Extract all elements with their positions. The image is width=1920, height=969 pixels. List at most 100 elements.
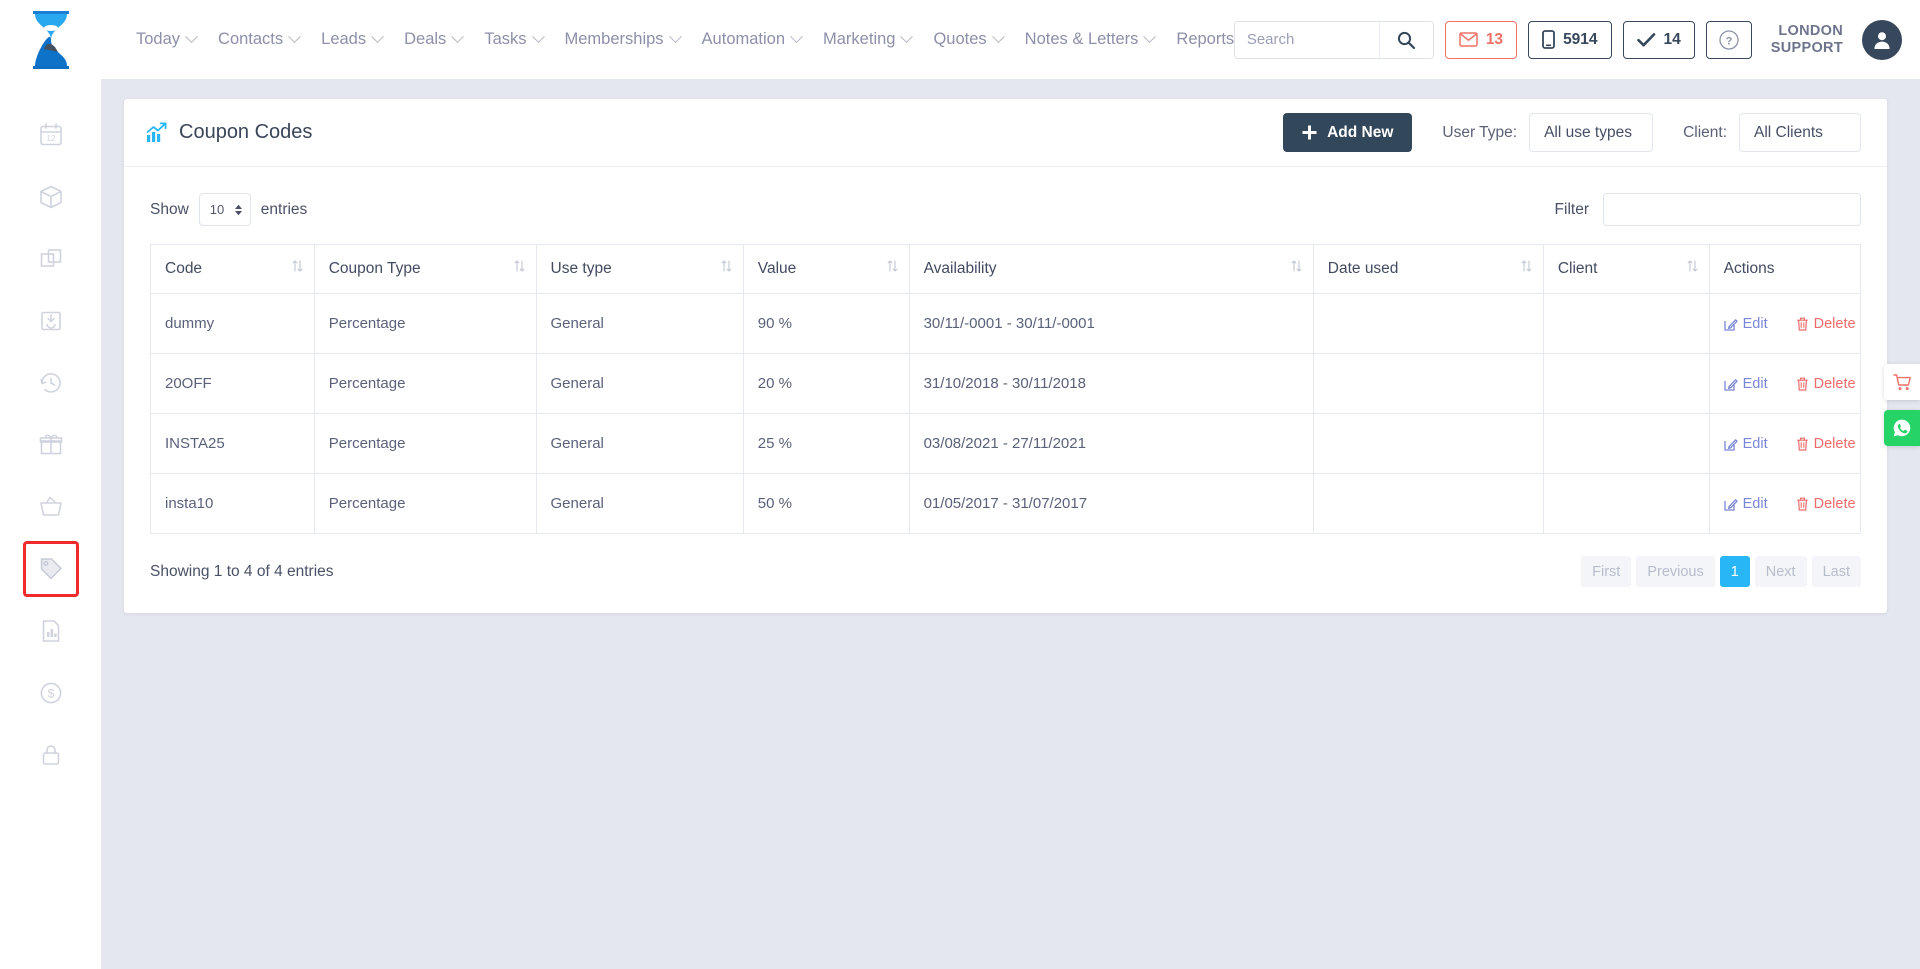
pagination: First Previous 1 Next Last — [1581, 556, 1861, 587]
box-icon — [39, 185, 62, 209]
sidebar-item-basket[interactable] — [23, 479, 79, 535]
column-header-value[interactable]: Value — [742, 244, 910, 294]
table-row: insta10 Percentage General 50 % 01/05/20… — [150, 473, 1862, 534]
stepper-arrows-icon — [234, 204, 243, 216]
nav-item-reports[interactable]: Reports — [1165, 24, 1261, 55]
cell-actions: Edit Delete — [1708, 473, 1862, 534]
chevron-down-icon — [371, 30, 384, 44]
nav-item-memberships[interactable]: Memberships — [554, 24, 691, 55]
chevron-down-icon — [288, 30, 302, 44]
client-select[interactable]: All Clients — [1739, 113, 1861, 152]
help-button[interactable]: ? — [1705, 20, 1752, 59]
delete-button[interactable]: Delete — [1796, 316, 1856, 332]
column-header-availability[interactable]: Availability — [908, 244, 1314, 294]
sidebar-item-gifts[interactable] — [23, 417, 79, 473]
trash-icon — [1796, 317, 1808, 331]
nav-item-contacts[interactable]: Contacts — [207, 24, 310, 55]
edit-button[interactable]: Edit — [1723, 496, 1768, 512]
pagination-previous[interactable]: Previous — [1636, 556, 1715, 587]
table-footer: Showing 1 to 4 of 4 entries First Previo… — [124, 534, 1887, 587]
column-header-date-used[interactable]: Date used — [1312, 244, 1544, 294]
basket-icon — [39, 496, 62, 516]
sort-icon — [1521, 260, 1532, 278]
cell-actions: Edit Delete — [1708, 353, 1862, 414]
pagination-first[interactable]: First — [1581, 556, 1632, 587]
user-type-select[interactable]: All use types — [1529, 113, 1654, 152]
svg-text:$: $ — [47, 687, 54, 701]
entries-per-page-select[interactable]: 10 — [198, 193, 251, 226]
delete-label: Delete — [1813, 315, 1856, 332]
pagination-last[interactable]: Last — [1811, 556, 1861, 587]
svg-text:12: 12 — [46, 134, 55, 143]
sidebar-item-calendar[interactable]: 12 — [23, 107, 79, 163]
nav-label: Quotes — [933, 30, 987, 48]
pagination-page-1[interactable]: 1 — [1719, 556, 1750, 587]
nav-item-deals[interactable]: Deals — [393, 24, 473, 55]
cell-coupon-type: Percentage — [313, 413, 537, 474]
whatsapp-widget-button[interactable] — [1884, 410, 1920, 446]
main-menu: Today Contacts Leads Deals Tasks Members… — [125, 24, 1318, 55]
column-header-use-type[interactable]: Use type — [535, 244, 744, 294]
search-button[interactable] — [1378, 21, 1433, 58]
cart-icon — [1892, 373, 1911, 390]
cell-use-type: General — [535, 413, 744, 474]
clock-history-icon — [39, 373, 61, 393]
edit-button[interactable]: Edit — [1723, 436, 1768, 452]
cell-value: 20 % — [742, 353, 910, 414]
trash-icon — [1796, 377, 1808, 391]
column-header-coupon-type[interactable]: Coupon Type — [313, 244, 537, 294]
nav-label: Tasks — [484, 30, 527, 48]
coupon-tag-icon — [40, 558, 62, 580]
chevron-down-icon — [1143, 30, 1157, 44]
check-icon — [1636, 32, 1655, 46]
nav-item-quotes[interactable]: Quotes — [922, 24, 1013, 55]
app-logo[interactable] — [0, 0, 101, 79]
nav-item-tasks[interactable]: Tasks — [473, 24, 553, 55]
edit-button[interactable]: Edit — [1723, 376, 1768, 392]
filter-input[interactable] — [1603, 193, 1861, 226]
sidebar-item-orders[interactable] — [23, 293, 79, 349]
cart-widget-button[interactable] — [1884, 364, 1920, 400]
table-header-row: Code Coupon Type — [150, 244, 1862, 294]
sidebar-item-reports[interactable] — [23, 603, 79, 659]
hourglass-logo-icon — [32, 10, 69, 69]
delete-button[interactable]: Delete — [1796, 496, 1856, 512]
cell-value: 90 % — [742, 293, 910, 354]
search-input[interactable] — [1234, 21, 1379, 58]
user-name-block[interactable]: LONDON SUPPORT — [1771, 23, 1843, 57]
delete-button[interactable]: Delete — [1796, 376, 1856, 392]
filter-group: Filter — [1555, 193, 1861, 226]
chevron-down-icon — [531, 30, 545, 44]
sidebar-item-history[interactable] — [23, 355, 79, 411]
main-content-area: Coupon Codes Add New User Type: All use … — [101, 79, 1920, 969]
sidebar-item-security[interactable] — [23, 727, 79, 783]
table-area: Code Coupon Type — [124, 226, 1887, 534]
add-new-button[interactable]: Add New — [1283, 113, 1413, 152]
delete-button[interactable]: Delete — [1796, 436, 1856, 452]
pagination-next[interactable]: Next — [1754, 556, 1807, 587]
nav-item-marketing[interactable]: Marketing — [812, 24, 922, 55]
nav-item-today[interactable]: Today — [125, 24, 207, 55]
cell-code: INSTA25 — [150, 413, 315, 474]
trash-icon — [1796, 437, 1808, 451]
nav-item-automation[interactable]: Automation — [691, 24, 812, 55]
column-header-code[interactable]: Code — [150, 244, 315, 294]
filter-label: Filter — [1554, 200, 1589, 218]
avatar[interactable] — [1862, 19, 1902, 60]
nav-item-notes-and-letters[interactable]: Notes & Letters — [1014, 24, 1166, 55]
nav-item-leads[interactable]: Leads — [310, 24, 393, 55]
column-header-client[interactable]: Client — [1542, 244, 1710, 294]
edit-button[interactable]: Edit — [1723, 316, 1768, 332]
sidebar-item-coupon-codes[interactable] — [22, 541, 79, 597]
tasks-badge-button[interactable]: 14 — [1622, 20, 1695, 59]
sms-badge-button[interactable]: 5914 — [1528, 20, 1612, 59]
column-label: Code — [165, 260, 203, 277]
column-label: Value — [757, 260, 797, 277]
nav-label: Notes & Letters — [1024, 30, 1139, 48]
sidebar-item-products[interactable] — [23, 169, 79, 225]
messages-badge-button[interactable]: 13 — [1444, 20, 1518, 59]
sidebar-item-billing[interactable]: $ — [23, 665, 79, 721]
question-circle-icon: ? — [1719, 29, 1739, 50]
cell-use-type: General — [535, 353, 744, 414]
sidebar-item-layers[interactable] — [23, 231, 79, 287]
